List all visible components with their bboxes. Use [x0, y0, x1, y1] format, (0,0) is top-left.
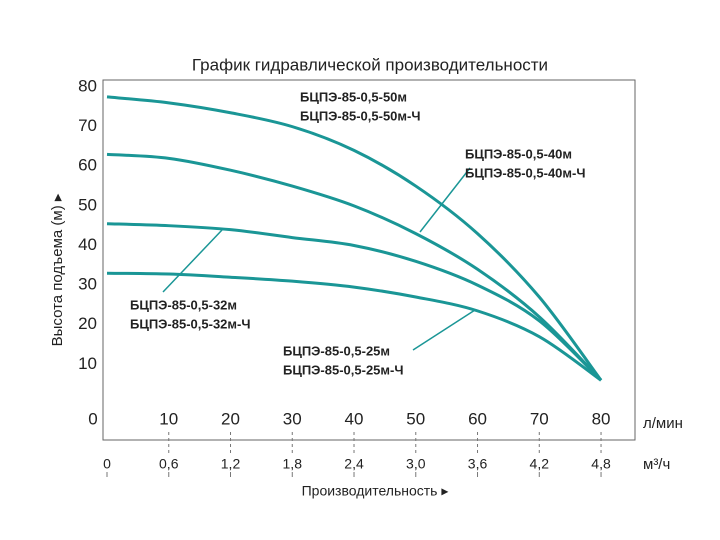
- x2-tick-label: 4,8: [591, 456, 611, 472]
- x2-tick-label: 1,2: [221, 456, 241, 472]
- y-tick-label: 70: [78, 116, 97, 135]
- y-axis-label: Высота подъема (м) ▸: [49, 193, 66, 346]
- x2-tick-label: 2,4: [344, 456, 364, 472]
- x-tick-label: 60: [468, 409, 487, 428]
- x-tick-label: 40: [345, 409, 364, 428]
- curve: [106, 222, 603, 382]
- leader-line: [419, 167, 471, 233]
- curve-label: БЦПЭ-85-0,5-40м: [465, 146, 572, 161]
- y-tick-label: 50: [78, 195, 97, 214]
- curve-label: БЦПЭ-85-0,5-50м: [300, 89, 407, 104]
- x-tick-label: 0: [88, 409, 97, 428]
- curve-label: БЦПЭ-85-0,5-25м: [283, 343, 390, 358]
- x-tick-label: 30: [283, 409, 302, 428]
- curve-label: БЦПЭ-85-0,5-40м-Ч: [465, 165, 586, 180]
- y-tick-label: 30: [78, 275, 97, 294]
- y-tick-label: 20: [78, 314, 97, 333]
- curve-label: БЦПЭ-85-0,5-32м-Ч: [130, 316, 251, 331]
- x-unit: л/мин: [643, 415, 683, 432]
- x2-tick-label: 0: [103, 456, 111, 472]
- curve: [106, 152, 603, 382]
- x2-tick-label: 3,0: [406, 456, 426, 472]
- y-tick-label: 10: [78, 354, 97, 373]
- x2-tick-label: 0,6: [159, 456, 179, 472]
- plot-frame: [102, 79, 636, 441]
- chart-title: График гидравлической производительности: [192, 55, 548, 74]
- x-tick-label: 50: [406, 409, 425, 428]
- y-tick-label: 60: [78, 156, 97, 175]
- x-tick-label: 10: [159, 409, 178, 428]
- curve-label: БЦПЭ-85-0,5-32м: [130, 297, 237, 312]
- x2-tick-label: 1,8: [283, 456, 303, 472]
- curve-label: БЦПЭ-85-0,5-25м-Ч: [283, 362, 404, 377]
- x2-tick-label: 3,6: [468, 456, 488, 472]
- curve: [106, 95, 603, 382]
- x-tick-label: 20: [221, 409, 240, 428]
- leader-line: [162, 229, 223, 293]
- x2-tick-label: 4,2: [530, 456, 550, 472]
- x-tick-label: 70: [530, 409, 549, 428]
- x-tick-label: 80: [592, 409, 611, 428]
- y-tick-label: 80: [78, 76, 97, 95]
- leader-line: [412, 309, 476, 351]
- curve-label: БЦПЭ-85-0,5-50м-Ч: [300, 108, 421, 123]
- y-tick-label: 40: [78, 235, 97, 254]
- curve: [106, 271, 602, 382]
- x2-unit: м³/ч: [643, 456, 670, 473]
- x-axis-label: Производительность ▸: [302, 483, 449, 499]
